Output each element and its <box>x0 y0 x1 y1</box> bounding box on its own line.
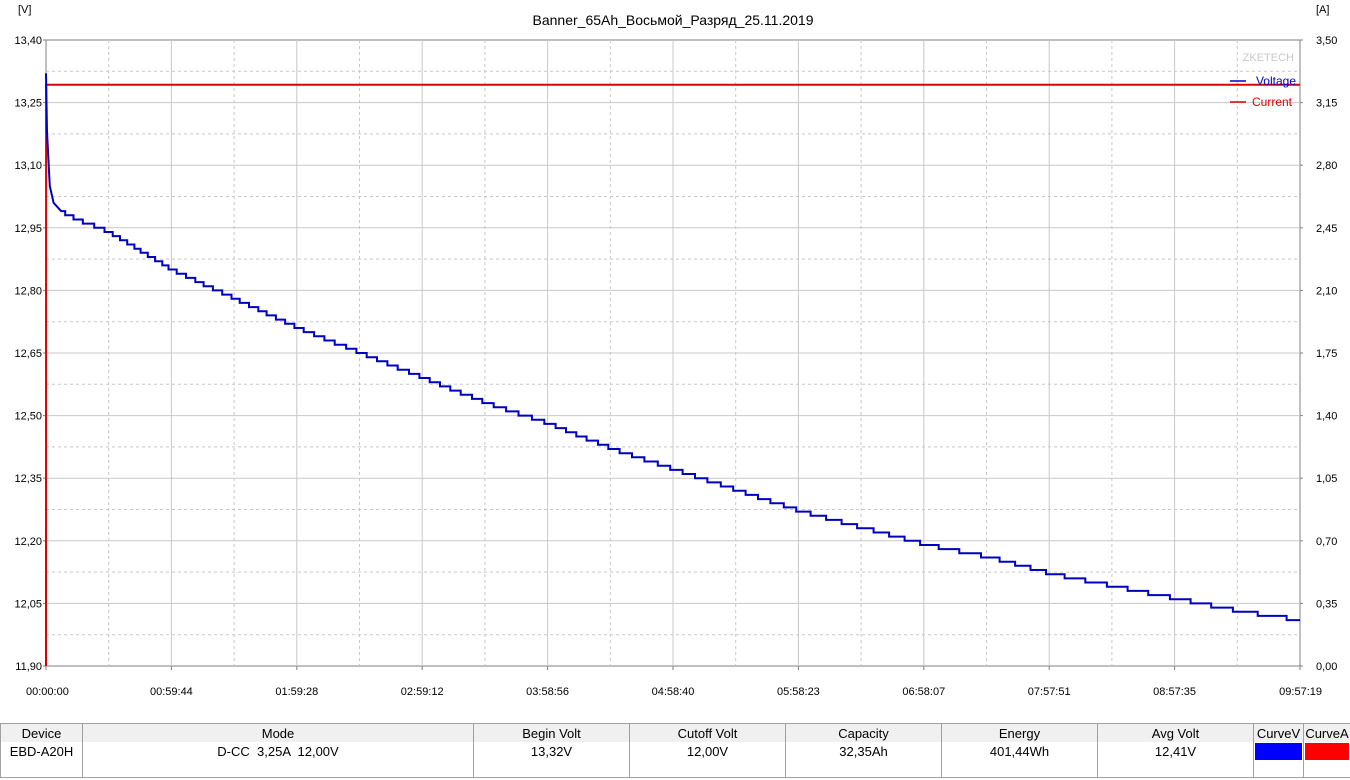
right-axis-unit: [A] <box>1316 4 1329 16</box>
cell-capacity: 32,35Ah <box>786 742 942 762</box>
empty-cell <box>1304 761 1350 778</box>
empty-cell <box>1254 761 1304 778</box>
discharge-chart: Banner_65Ah_Восьмой_Разряд_25.11.2019 [V… <box>14 4 1337 698</box>
header-cutoff-volt: Cutoff Volt <box>630 723 786 743</box>
left-axis-tick-label: 13,25 <box>14 98 42 110</box>
right-axis-tick-label: 0,35 <box>1316 598 1337 610</box>
empty-cell <box>1098 761 1254 778</box>
cell-curve-v[interactable] <box>1254 742 1304 762</box>
left-axis-tick-label: 12,80 <box>14 285 42 297</box>
left-axis-tick-label: 12,50 <box>14 411 42 423</box>
table-row[interactable]: EBD-A20H D-CC 3,25A 12,00V 13,32V 12,00V… <box>0 742 1350 762</box>
right-axis-tick-label: 1,05 <box>1316 473 1337 485</box>
empty-cell <box>83 761 474 778</box>
cell-curve-a[interactable] <box>1304 742 1350 762</box>
header-curve-a: CurveA <box>1304 723 1350 743</box>
watermark: ZKETECH <box>1243 52 1294 64</box>
right-axis-tick-label: 1,75 <box>1316 348 1337 360</box>
curve-a-color-swatch[interactable] <box>1305 743 1349 760</box>
left-axis-tick-label: 12,35 <box>14 473 42 485</box>
header-energy: Energy <box>942 723 1098 743</box>
empty-cell <box>942 761 1098 778</box>
left-axis-unit: [V] <box>18 4 31 16</box>
voltage-series-line <box>45 73 1300 622</box>
left-axis-tick-label: 13,10 <box>14 160 42 172</box>
x-axis-tick-label: 02:59:12 <box>401 686 444 698</box>
table-empty-row <box>0 761 1350 778</box>
right-axis-tick-label: 2,80 <box>1316 160 1337 172</box>
header-avg-volt: Avg Volt <box>1098 723 1254 743</box>
empty-cell <box>786 761 942 778</box>
left-axis-tick-label: 12,20 <box>14 536 42 548</box>
right-axis-tick-label: 0,00 <box>1316 661 1337 673</box>
x-axis-tick-label: 05:58:23 <box>777 686 820 698</box>
header-capacity: Capacity <box>786 723 942 743</box>
left-axis-tick-label: 12,05 <box>14 598 42 610</box>
x-axis-tick-label: 00:00:00 <box>26 686 69 698</box>
header-device: Device <box>0 723 83 743</box>
cell-cutoff-volt: 12,00V <box>630 742 786 762</box>
legend-current-label: Current <box>1252 95 1293 109</box>
header-curve-v: CurveV <box>1254 723 1304 743</box>
cell-begin-volt: 13,32V <box>474 742 630 762</box>
table-header-row: Device Mode Begin Volt Cutoff Volt Capac… <box>0 723 1350 743</box>
x-axis-tick-label: 07:57:51 <box>1028 686 1071 698</box>
right-axis-tick-label: 2,45 <box>1316 223 1337 235</box>
cell-device: EBD-A20H <box>0 742 83 762</box>
header-begin-volt: Begin Volt <box>474 723 630 743</box>
cell-mode: D-CC 3,25A 12,00V <box>83 742 474 762</box>
x-axis-tick-label: 08:57:35 <box>1153 686 1196 698</box>
axis-ticks: 13,40 13,25 13,10 12,95 12,80 12,65 12,50 12,35… <box>14 35 1337 698</box>
right-axis-tick-label: 3,15 <box>1316 98 1337 110</box>
header-mode: Mode <box>83 723 474 743</box>
series-lines <box>45 73 1300 667</box>
grid <box>46 40 1300 666</box>
left-axis-tick-label: 12,65 <box>14 348 42 360</box>
cell-energy: 401,44Wh <box>942 742 1098 762</box>
right-axis-tick-label: 0,70 <box>1316 536 1337 548</box>
cell-avg-volt: 12,41V <box>1098 742 1254 762</box>
summary-table: Device Mode Begin Volt Cutoff Volt Capac… <box>0 716 1350 780</box>
chart-title: Banner_65Ah_Восьмой_Разряд_25.11.2019 <box>533 12 814 28</box>
curve-v-color-swatch[interactable] <box>1255 743 1302 760</box>
left-axis-tick-label: 11,90 <box>15 661 42 673</box>
legend: Voltage Current <box>1230 74 1296 109</box>
x-axis-tick-label: 03:58:56 <box>526 686 569 698</box>
right-axis-tick-label: 3,50 <box>1316 35 1337 47</box>
x-axis-tick-label: 04:58:40 <box>652 686 695 698</box>
right-axis-tick-label: 2,10 <box>1316 285 1337 297</box>
empty-cell <box>474 761 630 778</box>
x-axis-tick-label: 06:58:07 <box>902 686 945 698</box>
left-axis-tick-label: 12,95 <box>14 223 42 235</box>
x-axis-tick-label: 01:59:28 <box>275 686 318 698</box>
right-axis-tick-label: 1,40 <box>1316 411 1337 423</box>
x-axis-tick-label: 00:59:44 <box>150 686 193 698</box>
legend-voltage-label: Voltage <box>1256 74 1296 88</box>
empty-cell <box>0 761 83 778</box>
left-axis-tick-label: 13,40 <box>14 35 42 47</box>
empty-cell <box>630 761 786 778</box>
x-axis-tick-label: 09:57:19 <box>1279 686 1322 698</box>
